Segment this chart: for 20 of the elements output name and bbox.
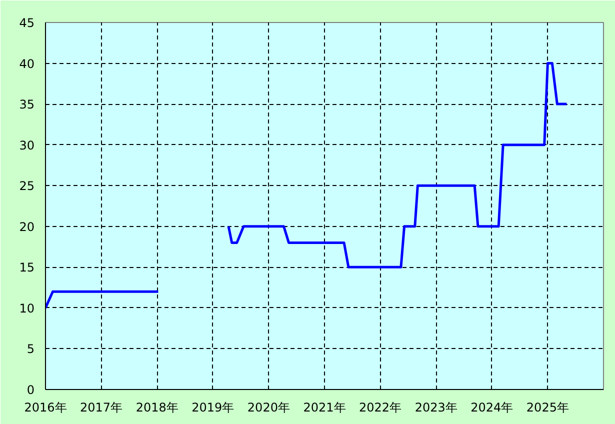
x-tick-label: 2022年	[359, 400, 402, 414]
y-tick-label: 15	[19, 260, 35, 275]
y-tick-label: 5	[26, 342, 35, 356]
y-tick-label: 35	[19, 98, 35, 112]
y-tick-label: 20	[19, 220, 35, 234]
x-tick-label: 2023年	[414, 400, 458, 414]
y-tick-label: 0	[26, 383, 35, 397]
y-tick-label: 40	[19, 56, 35, 71]
y-tick-label: 10	[19, 301, 35, 316]
y-tick-label: 30	[19, 138, 35, 152]
x-tick-label: 2020年	[247, 400, 290, 414]
x-tick-label: 2016年	[24, 400, 67, 414]
y-tick-label: 25	[19, 179, 35, 194]
x-tick-label: 2021年	[303, 400, 346, 414]
x-tick-label: 2025年	[526, 400, 569, 414]
x-tick-label: 2019年	[192, 400, 234, 414]
x-tick-label: 2017年	[80, 400, 123, 414]
y-tick-label: 45	[19, 16, 35, 30]
x-tick-label: 2024年	[470, 400, 514, 414]
x-tick-label: 2018年	[136, 400, 178, 414]
